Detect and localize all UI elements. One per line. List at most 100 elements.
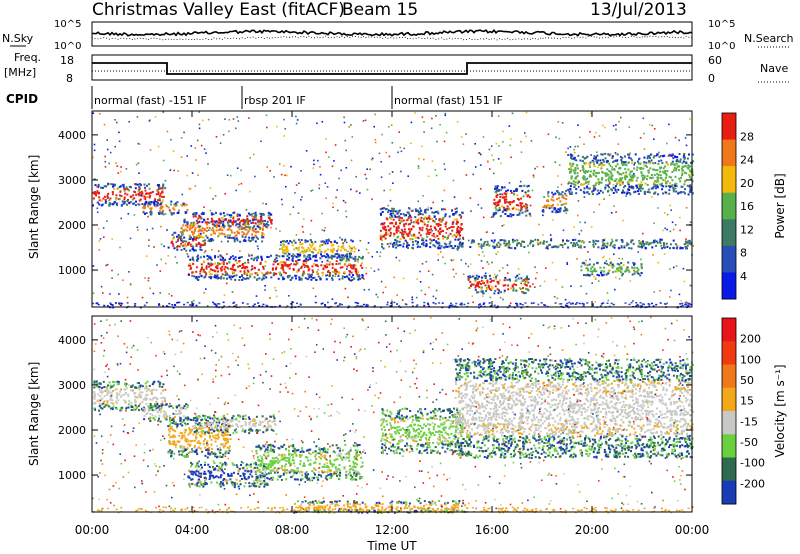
noise-cell: [489, 168, 491, 170]
noise-cell: [499, 193, 501, 195]
echo-cell: [342, 257, 345, 260]
echo-cell: [394, 239, 397, 241]
echo-cell: [556, 190, 559, 193]
echo-cell: [414, 208, 417, 211]
noise-cell: [437, 237, 439, 240]
echo-cell: [684, 180, 687, 183]
echo-cell: [485, 243, 488, 246]
echo-cell: [233, 231, 236, 234]
noise-cell: [400, 170, 402, 173]
echo-cell: [267, 217, 270, 219]
echo-cell: [160, 207, 163, 210]
echo-cell: [162, 184, 165, 187]
echo-cell: [383, 222, 386, 224]
echo-cell: [640, 245, 643, 248]
echo-cell: [349, 247, 352, 250]
noise-cell: [423, 158, 425, 161]
echo-cell: [170, 211, 173, 214]
echo-cell: [630, 175, 633, 178]
noise-cell: [653, 138, 655, 140]
ground-cell: [681, 302, 684, 305]
echo-cell: [665, 162, 668, 165]
echo-cell: [250, 222, 253, 224]
echo-cell: [202, 213, 205, 215]
echo-cell: [163, 397, 166, 399]
echo-cell: [184, 228, 187, 231]
echo-cell: [350, 276, 353, 279]
echo-cell: [188, 234, 191, 237]
echo-cell: [206, 258, 209, 261]
echo-cell: [458, 234, 461, 237]
echo-cell: [139, 402, 142, 405]
echo-cell: [636, 166, 639, 169]
echo-cell: [123, 198, 126, 201]
noise-cell: [621, 258, 624, 260]
ground-cell: [235, 304, 238, 306]
echo-cell: [681, 162, 684, 165]
echo-cell: [425, 208, 428, 211]
echo-cell: [170, 241, 173, 244]
echo-cell: [149, 420, 152, 422]
echo-cell: [222, 223, 225, 226]
echo-cell: [518, 185, 521, 188]
echo-cell: [311, 241, 313, 244]
echo-cell: [145, 212, 148, 215]
echo-cell: [348, 262, 351, 265]
echo-cell: [190, 222, 193, 225]
echo-cell: [304, 241, 307, 243]
noise-cell: [423, 131, 425, 133]
noise-cell: [398, 259, 401, 262]
echo-cell: [302, 270, 305, 273]
echo-cell: [421, 243, 423, 245]
noise-cell: [186, 155, 188, 157]
echo-cell: [154, 205, 157, 208]
noise-cell: [205, 288, 207, 290]
echo-cell: [171, 242, 174, 245]
echo-cell: [155, 407, 158, 410]
noise-cell: [585, 264, 587, 266]
echo-cell: [641, 241, 644, 244]
echo-cell: [310, 245, 313, 248]
echo-cell: [149, 194, 152, 197]
echo-cell: [613, 179, 616, 182]
echo-cell: [125, 382, 128, 385]
echo-cell: [101, 397, 104, 400]
echo-cell: [195, 276, 198, 278]
echo-cell: [93, 395, 96, 398]
ground-cell: [97, 303, 100, 306]
ground-cell: [112, 306, 115, 309]
noise-cell: [498, 290, 501, 293]
echo-cell: [203, 218, 205, 221]
noise-cell: [305, 150, 308, 152]
noise-cell: [482, 216, 485, 219]
ground-cell: [438, 302, 441, 304]
noise-cell: [200, 144, 203, 147]
echo-cell: [216, 445, 219, 448]
echo-cell: [260, 218, 263, 221]
noise-cell: [284, 128, 286, 130]
noise-cell: [477, 203, 480, 206]
echo-cell: [397, 229, 400, 232]
noise-cell: [382, 291, 384, 294]
echo-cell: [304, 277, 307, 280]
echo-cell: [429, 238, 432, 241]
noise-cell: [211, 249, 213, 251]
noise-cell: [217, 276, 220, 279]
echo-cell: [588, 274, 591, 277]
echo-cell: [254, 272, 257, 275]
echo-cell: [187, 416, 190, 419]
echo-cell: [510, 247, 513, 250]
echo-cell: [251, 236, 254, 239]
echo-cell: [438, 232, 441, 234]
noise-cell: [334, 144, 337, 146]
echo-cell: [337, 253, 340, 256]
echo-cell: [675, 162, 678, 165]
echo-cell: [674, 243, 677, 246]
noise-cell: [506, 264, 509, 266]
noise-cell: [162, 159, 165, 162]
echo-cell: [267, 256, 270, 259]
echo-cell: [512, 190, 515, 193]
echo-cell: [420, 216, 423, 219]
echo-cell: [564, 207, 567, 210]
echo-cell: [150, 213, 153, 216]
